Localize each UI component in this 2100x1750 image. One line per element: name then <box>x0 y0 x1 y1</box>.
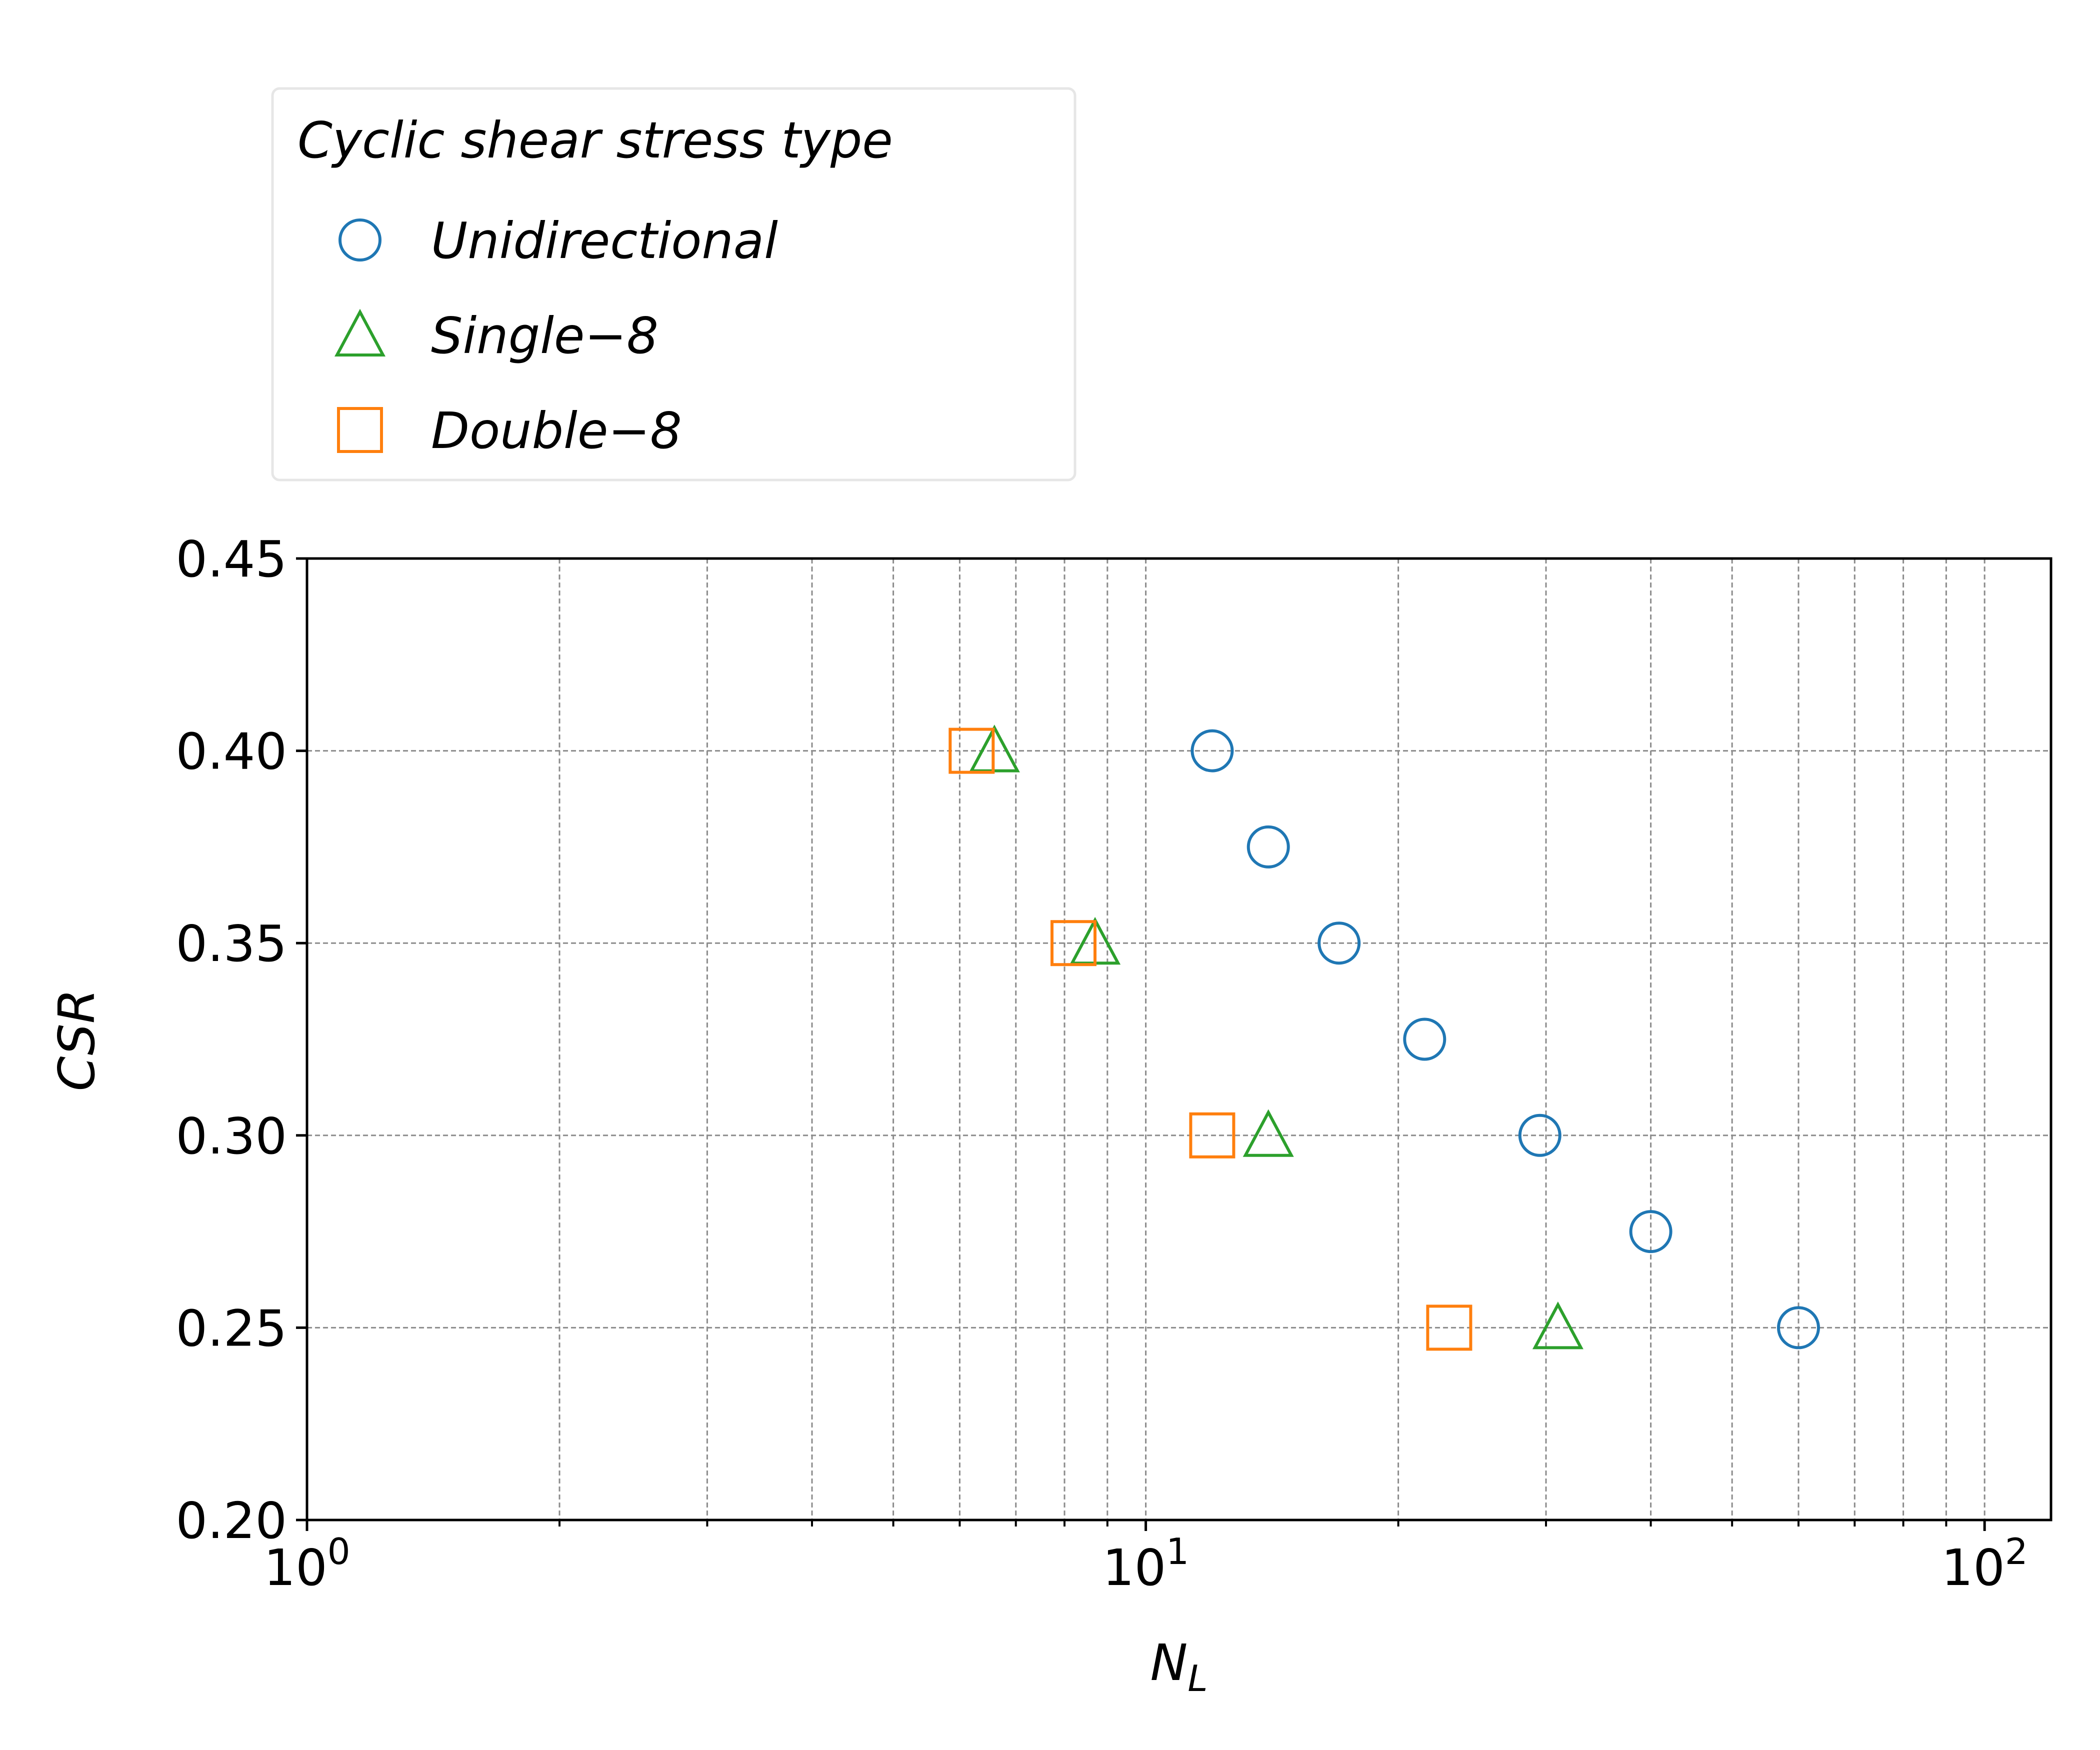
legend-circle-marker <box>338 218 382 262</box>
circle-marker <box>1403 1018 1446 1061</box>
y-tick-label: 0.25 <box>176 1299 287 1358</box>
y-tick-label: 0.30 <box>176 1107 287 1166</box>
x-axis-label: NL <box>1150 1634 1208 1700</box>
legend-items: Unidirectional Single−8 Double−8 <box>334 212 778 460</box>
legend: Cyclic shear stress type Unidirectional S… <box>271 87 1076 482</box>
square-marker <box>948 728 995 774</box>
square-marker <box>1426 1304 1472 1351</box>
axis-ticks: 0.20 0.25 0.30 0.35 0.40 0.45 100 101 102 <box>176 530 2028 1597</box>
legend-frame <box>271 87 1076 482</box>
legend-label: Unidirectional <box>431 212 778 270</box>
y-tick-label: 0.35 <box>176 914 287 973</box>
grid <box>306 558 2051 1521</box>
legend-triangle-marker <box>334 308 386 356</box>
triangle-marker <box>1532 1302 1584 1350</box>
legend-label: Single−8 <box>431 306 658 365</box>
legend-square-marker <box>337 407 383 453</box>
y-tick-label: 0.40 <box>176 722 287 781</box>
circle-marker <box>1629 1210 1672 1254</box>
y-axis-label: CSR <box>48 989 106 1092</box>
y-tick-label: 0.45 <box>176 530 287 588</box>
circle-marker <box>1518 1114 1562 1157</box>
y-tick-label: 0.20 <box>176 1492 287 1550</box>
square-marker <box>1189 1112 1236 1158</box>
x-tick-label: 101 <box>1102 1530 1189 1597</box>
x-tick-label: 102 <box>1942 1530 2028 1597</box>
legend-label: Double−8 <box>431 402 682 460</box>
x-tick-label: 100 <box>264 1530 350 1597</box>
data-points <box>948 724 1820 1351</box>
square-marker <box>1050 920 1096 966</box>
circle-marker <box>1246 825 1290 868</box>
legend-title: Cyclic shear stress type <box>298 111 893 170</box>
plot-frame <box>306 557 2052 1522</box>
circle-marker <box>1190 729 1234 772</box>
circle-marker <box>1776 1306 1820 1350</box>
triangle-marker <box>1242 1109 1294 1157</box>
circle-marker <box>1318 922 1361 965</box>
